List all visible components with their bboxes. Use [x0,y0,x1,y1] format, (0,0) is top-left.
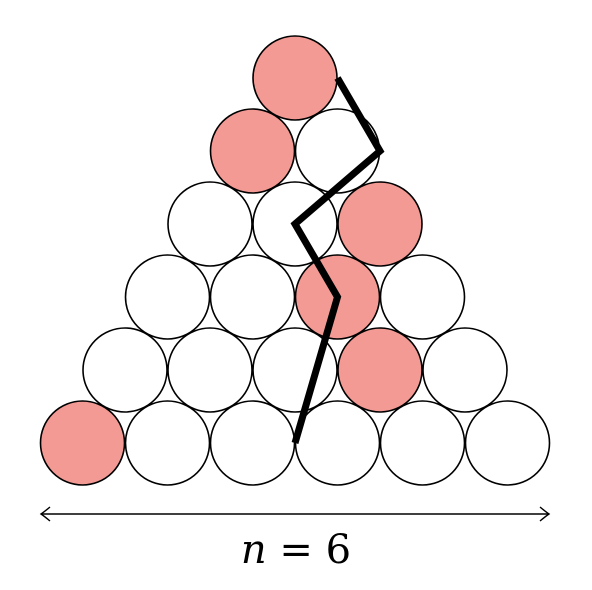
empty-circle [464,400,551,486]
empty-circle [167,327,253,413]
empty-circle [124,254,211,340]
empty-circle [294,400,381,486]
n-value: 6 [325,527,352,573]
highlighted-circle [337,327,423,413]
empty-circle [209,400,296,486]
highlighted-circle [337,181,423,267]
equals-sign: = [279,527,313,573]
highlighted-circle [209,108,296,194]
empty-circle [422,327,508,413]
n-label: n = 6 [0,522,592,578]
width-arrow [39,506,551,522]
highlighted-circle [252,35,338,121]
empty-circle [379,254,466,340]
empty-circle [379,400,466,486]
empty-circle [124,400,211,486]
zigzag-path [290,76,385,444]
empty-circle [82,327,168,413]
highlighted-circle [39,400,126,486]
circle-triangle [39,35,551,486]
n-variable: n [240,527,267,573]
empty-circle [252,327,338,413]
empty-circle [209,254,296,340]
empty-circle [167,181,253,267]
